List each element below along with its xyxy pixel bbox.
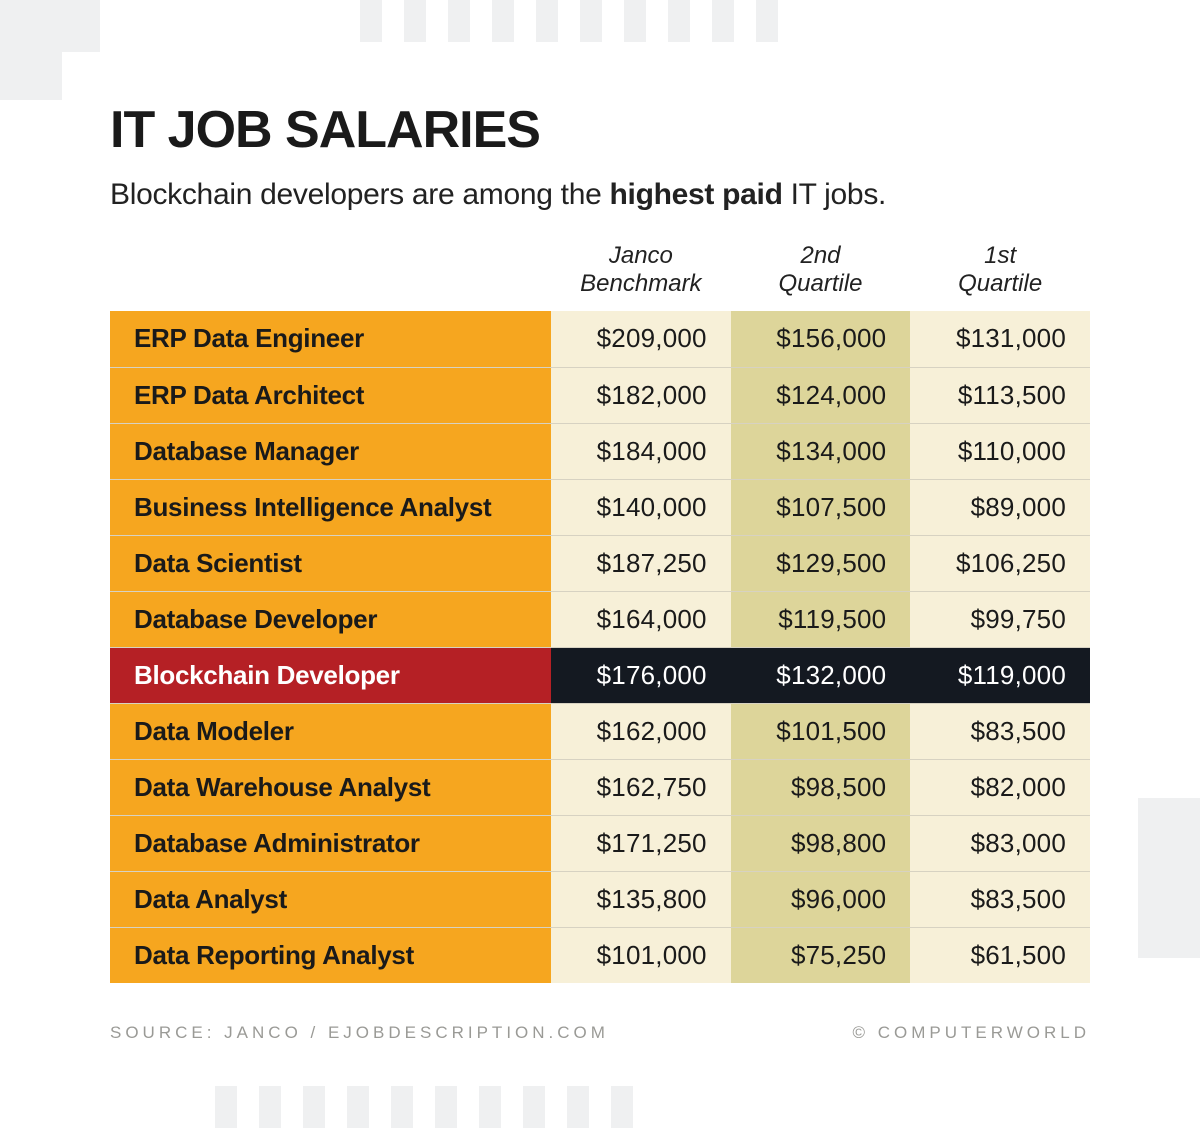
table-row: Data Scientist$187,250$129,500$106,250 [110, 535, 1090, 591]
table-row: ERP Data Engineer$209,000$156,000$131,00… [110, 311, 1090, 367]
row-label: Data Reporting Analyst [110, 927, 551, 983]
footer: SOURCE: JANCO / EJOBDESCRIPTION.COM © CO… [110, 1023, 1090, 1043]
subtitle-strong: highest paid [610, 178, 783, 211]
table-header-row: Janco Benchmark 2nd Quartile 1st Quartil… [110, 236, 1090, 311]
row-q2: $124,000 [731, 367, 911, 423]
source-text: SOURCE: JANCO / EJOBDESCRIPTION.COM [110, 1023, 609, 1043]
row-label: Database Manager [110, 423, 551, 479]
row-label: Blockchain Developer [110, 647, 551, 703]
subtitle-post: IT jobs. [783, 178, 886, 211]
row-q1: $113,500 [910, 367, 1090, 423]
row-q2: $98,500 [731, 759, 911, 815]
row-label: Data Warehouse Analyst [110, 759, 551, 815]
row-q1: $106,250 [910, 535, 1090, 591]
deco-bars-top [360, 0, 778, 42]
row-benchmark: $176,000 [551, 647, 731, 703]
row-benchmark: $182,000 [551, 367, 731, 423]
row-q2: $98,800 [731, 815, 911, 871]
table-row: Database Administrator$171,250$98,800$83… [110, 815, 1090, 871]
row-label: Database Administrator [110, 815, 551, 871]
row-label: Data Scientist [110, 535, 551, 591]
row-q1: $110,000 [910, 423, 1090, 479]
row-label: Data Modeler [110, 703, 551, 759]
row-q1: $131,000 [910, 311, 1090, 367]
row-q1: $89,000 [910, 479, 1090, 535]
row-q1: $82,000 [910, 759, 1090, 815]
subtitle-pre: Blockchain developers are among the [110, 178, 610, 211]
row-benchmark: $162,750 [551, 759, 731, 815]
row-label: ERP Data Architect [110, 367, 551, 423]
table-row: Data Modeler$162,000$101,500$83,500 [110, 703, 1090, 759]
row-label: Database Developer [110, 591, 551, 647]
row-benchmark: $162,000 [551, 703, 731, 759]
subtitle: Blockchain developers are among the high… [110, 178, 1090, 212]
page-title: IT JOB SALARIES [110, 100, 1090, 160]
row-q2: $134,000 [731, 423, 911, 479]
deco-bars-bottom [215, 1086, 633, 1128]
row-q2: $129,500 [731, 535, 911, 591]
table-row: Database Manager$184,000$134,000$110,000 [110, 423, 1090, 479]
row-benchmark: $135,800 [551, 871, 731, 927]
row-q2: $75,250 [731, 927, 911, 983]
row-q2: $107,500 [731, 479, 911, 535]
row-q2: $101,500 [731, 703, 911, 759]
row-benchmark: $171,250 [551, 815, 731, 871]
header-q1: 1st Quartile [910, 236, 1090, 311]
table-row: Blockchain Developer$176,000$132,000$119… [110, 647, 1090, 703]
header-benchmark: Janco Benchmark [551, 236, 731, 311]
row-label: ERP Data Engineer [110, 311, 551, 367]
table-row: Data Reporting Analyst$101,000$75,250$61… [110, 927, 1090, 983]
table-row: Business Intelligence Analyst$140,000$10… [110, 479, 1090, 535]
copyright-text: © COMPUTERWORLD [853, 1023, 1091, 1043]
row-q2: $119,500 [731, 591, 911, 647]
table-row: Database Developer$164,000$119,500$99,75… [110, 591, 1090, 647]
row-q1: $83,500 [910, 703, 1090, 759]
row-q1: $83,000 [910, 815, 1090, 871]
table-row: Data Analyst$135,800$96,000$83,500 [110, 871, 1090, 927]
row-q1: $61,500 [910, 927, 1090, 983]
row-q1: $99,750 [910, 591, 1090, 647]
row-benchmark: $209,000 [551, 311, 731, 367]
row-q2: $96,000 [731, 871, 911, 927]
row-benchmark: $101,000 [551, 927, 731, 983]
table-row: Data Warehouse Analyst$162,750$98,500$82… [110, 759, 1090, 815]
row-q1: $119,000 [910, 647, 1090, 703]
row-benchmark: $184,000 [551, 423, 731, 479]
row-q1: $83,500 [910, 871, 1090, 927]
header-empty [110, 236, 551, 311]
row-label: Data Analyst [110, 871, 551, 927]
header-q2: 2nd Quartile [731, 236, 911, 311]
row-q2: $132,000 [731, 647, 911, 703]
row-benchmark: $140,000 [551, 479, 731, 535]
salary-table: Janco Benchmark 2nd Quartile 1st Quartil… [110, 236, 1090, 983]
row-label: Business Intelligence Analyst [110, 479, 551, 535]
row-q2: $156,000 [731, 311, 911, 367]
row-benchmark: $164,000 [551, 591, 731, 647]
infographic-card: IT JOB SALARIES Blockchain developers ar… [62, 52, 1138, 1081]
table-row: ERP Data Architect$182,000$124,000$113,5… [110, 367, 1090, 423]
row-benchmark: $187,250 [551, 535, 731, 591]
